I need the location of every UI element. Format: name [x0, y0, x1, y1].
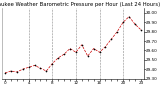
- Point: [134, 23, 136, 25]
- Point: [80, 44, 83, 46]
- Point: [110, 38, 113, 40]
- Point: [63, 53, 65, 55]
- Point: [33, 65, 36, 66]
- Point: [69, 48, 71, 49]
- Point: [4, 72, 6, 74]
- Point: [98, 52, 101, 53]
- Point: [21, 68, 24, 70]
- Point: [116, 31, 119, 32]
- Point: [16, 71, 18, 73]
- Point: [104, 46, 107, 47]
- Point: [45, 70, 48, 72]
- Point: [27, 67, 30, 68]
- Point: [92, 48, 95, 49]
- Point: [86, 55, 89, 57]
- Point: [39, 68, 42, 69]
- Point: [57, 57, 60, 59]
- Point: [10, 70, 12, 72]
- Point: [75, 52, 77, 53]
- Point: [122, 22, 124, 23]
- Title: Milwaukee Weather Barometric Pressure per Hour (Last 24 Hours): Milwaukee Weather Barometric Pressure pe…: [0, 2, 160, 7]
- Point: [51, 63, 54, 64]
- Point: [128, 16, 130, 17]
- Point: [140, 29, 142, 30]
